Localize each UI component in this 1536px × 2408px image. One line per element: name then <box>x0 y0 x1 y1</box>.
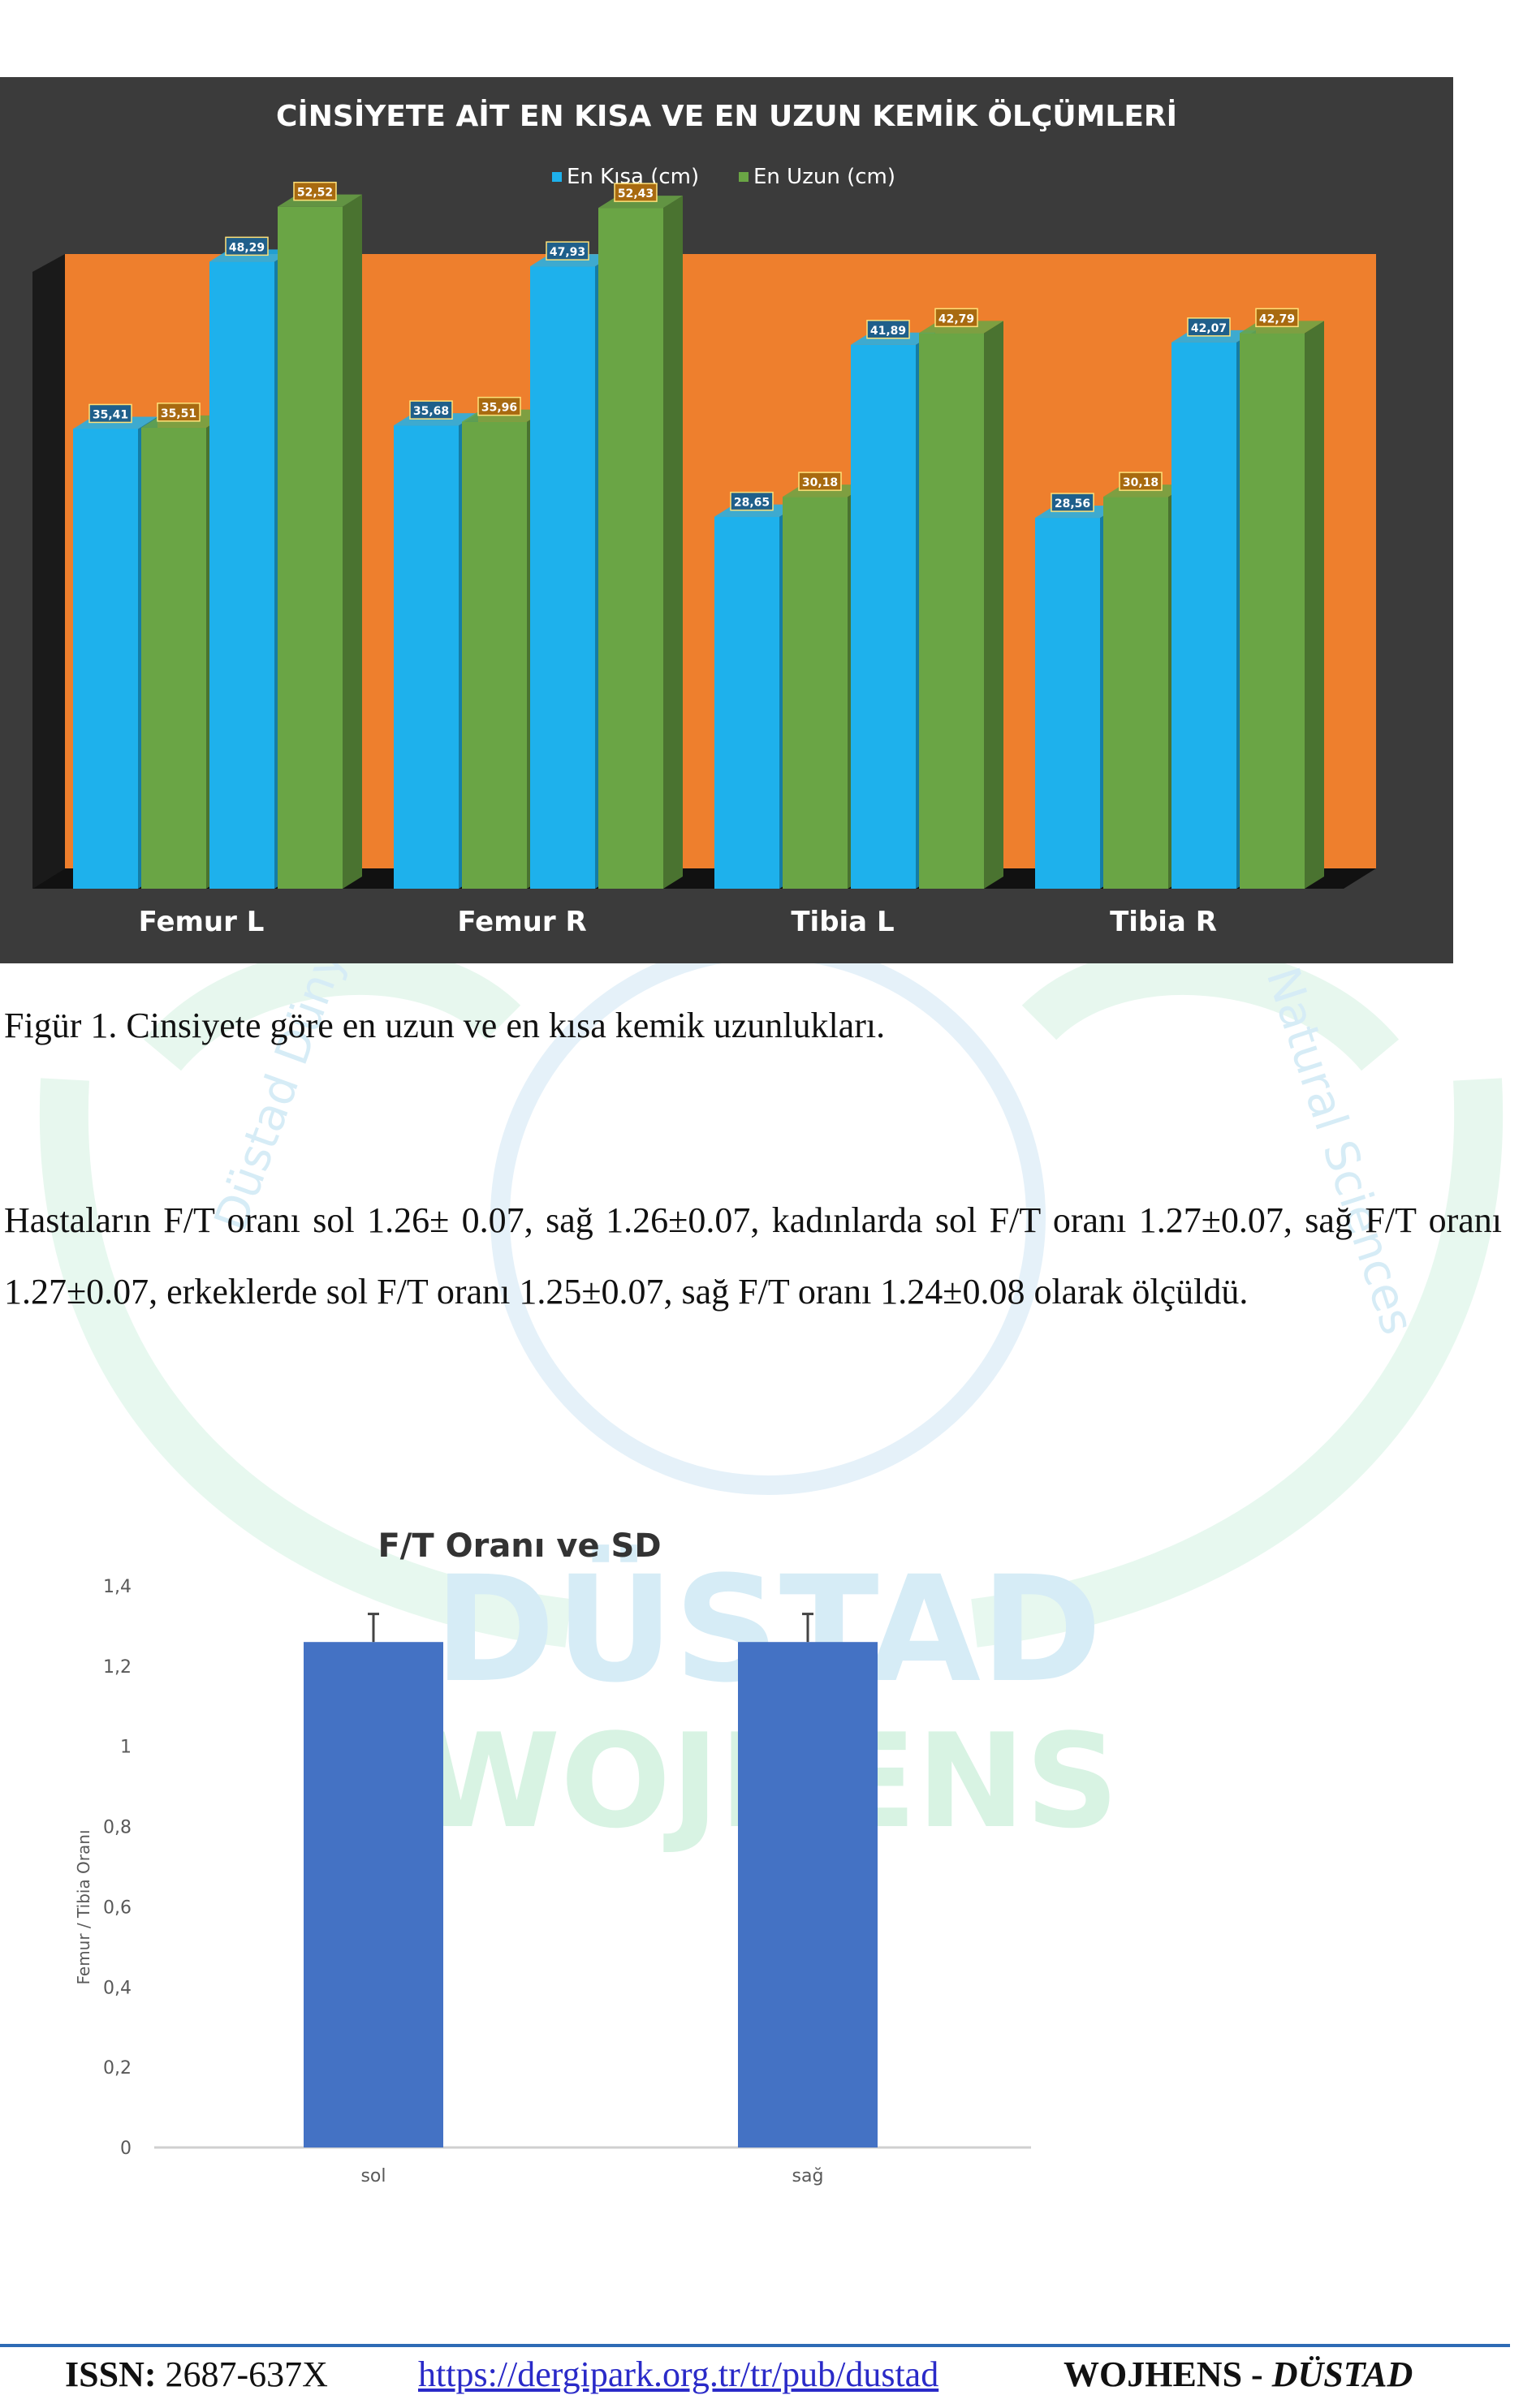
results-paragraph: Hastaların F/T oranı sol 1.26± 0.07, sağ… <box>4 1200 1502 1312</box>
issn-label: ISSN: <box>65 2354 157 2394</box>
bar-front <box>394 425 459 889</box>
bar-side <box>343 194 362 889</box>
bar-front <box>851 344 916 889</box>
data-label-box <box>409 400 453 420</box>
y-tick-label: 0 <box>120 2139 132 2159</box>
data-label: 52,43 <box>618 187 654 200</box>
bar-front <box>1103 497 1168 889</box>
bar-front <box>209 261 274 889</box>
data-label-box <box>157 403 201 422</box>
bar-front <box>462 421 527 889</box>
footer-journal-name: WOJHENS - DÜSTAD <box>1064 2354 1413 2395</box>
bone-measurement-chart: CİNSİYETE AİT EN KISA VE EN UZUN KEMİK Ö… <box>0 77 1453 963</box>
data-label-box <box>477 396 521 416</box>
data-label: 28,56 <box>1055 498 1090 510</box>
chart1-side-wall <box>32 254 65 889</box>
chart1-bars: 35,41 35,51 48,29 52,52 35,68 35,96 47,93 52,43… <box>73 181 1324 890</box>
data-label: 35,96 <box>481 402 517 415</box>
data-label-box <box>934 308 978 328</box>
data-label-box <box>614 183 658 202</box>
footer-journal-link[interactable]: https://dergipark.org.tr/tr/pub/dustad <box>418 2354 939 2394</box>
figure-caption: Figür 1. Cinsiyete göre en uzun ve en kı… <box>4 1006 886 1045</box>
data-label-box <box>1187 317 1231 337</box>
bar-front <box>1171 342 1236 889</box>
y-tick-label: 0,4 <box>103 1978 132 1998</box>
data-label: 28,65 <box>734 497 770 510</box>
x-label-sol: sol <box>360 2166 386 2186</box>
chart1-title: CİNSİYETE AİT EN KISA VE EN UZUN KEMİK Ö… <box>276 99 1177 133</box>
footer-issn: ISSN: 2687-637X <box>65 2354 328 2395</box>
bar-side <box>663 196 683 889</box>
data-label: 47,93 <box>550 246 585 259</box>
data-label-box <box>798 472 842 491</box>
y-tick-label: 1,2 <box>103 1657 132 1678</box>
chart2-title: F/T Oranı ve SD <box>378 1527 661 1565</box>
bar-front <box>530 266 595 889</box>
x-label-tibia-r: Tibia R <box>1110 906 1217 938</box>
bar-sol <box>304 1642 443 2147</box>
bar-front <box>1035 518 1100 889</box>
data-label: 35,51 <box>161 407 196 420</box>
bar-front <box>278 206 343 889</box>
bar-tibia-r-3: 42,79 <box>1240 308 1324 889</box>
x-label-tibia-l: Tibia L <box>791 906 894 938</box>
bar-sağ <box>738 1642 878 2147</box>
footer-divider <box>0 2344 1510 2347</box>
data-label-box <box>1119 472 1163 491</box>
x-label-femur-r: Femur R <box>457 906 586 938</box>
bar-tibia-l-3: 42,79 <box>919 308 1003 889</box>
data-label-box <box>293 181 337 201</box>
data-label: 41,89 <box>870 325 906 338</box>
data-label: 35,41 <box>93 408 128 421</box>
data-label: 35,68 <box>413 405 449 418</box>
chart1-x-labels: Femur L Femur R Tibia L Tibia R <box>139 906 1217 938</box>
data-label-box <box>88 403 132 424</box>
ft-ratio-chart: F/T Oranı ve SD Femur / Tibia Oranı 0 0,2… <box>74 1527 1031 2186</box>
y-tick-label: 0,2 <box>103 2058 132 2078</box>
page-footer: ISSN: 2687-637X https://dergipark.org.tr… <box>65 2354 1518 2402</box>
y-tick-label: 0,6 <box>103 1898 132 1918</box>
bar-front <box>919 333 984 889</box>
data-label: 52,52 <box>297 187 333 200</box>
bar-femur-l-3: 52,52 <box>278 181 362 889</box>
data-label-box <box>546 241 589 261</box>
bar-side <box>1305 321 1324 889</box>
bar-front <box>598 208 663 889</box>
data-label: 42,79 <box>1259 312 1295 325</box>
data-label: 30,18 <box>1123 476 1158 489</box>
watermark-hands-icon <box>39 946 1504 1648</box>
bar-side <box>984 321 1003 889</box>
legend-label-long: En Uzun (cm) <box>753 165 895 189</box>
data-label: 42,07 <box>1191 322 1227 335</box>
x-label-sağ: sağ <box>792 2166 824 2186</box>
bar-front <box>714 516 779 889</box>
y-tick-label: 1,4 <box>103 1577 132 1597</box>
chart2-y-axis-label: Femur / Tibia Oranı <box>74 1829 93 1984</box>
data-label: 42,79 <box>938 312 974 325</box>
x-label-femur-l: Femur L <box>139 906 265 938</box>
bar-femur-r-3: 52,43 <box>598 183 683 889</box>
data-label-box <box>225 236 269 256</box>
bar-front <box>73 429 138 889</box>
chart2-y-ticks: 0 0,2 0,4 0,6 0,8 1 1,2 1,4 <box>103 1577 132 2159</box>
legend-swatch-long <box>739 172 749 182</box>
bar-front <box>783 497 848 889</box>
data-label-box <box>1051 493 1094 512</box>
y-tick-label: 0,8 <box>103 1818 132 1838</box>
y-tick-label: 1 <box>120 1738 132 1758</box>
data-label-box <box>730 491 774 511</box>
journal-name-emphasis: DÜSTAD <box>1271 2354 1413 2394</box>
data-label-box <box>866 320 910 339</box>
issn-value: 2687-637X <box>165 2354 328 2394</box>
journal-name-prefix: WOJHENS - <box>1064 2354 1272 2394</box>
bar-front <box>141 427 206 889</box>
bar-front <box>1240 333 1305 889</box>
data-label: 48,29 <box>229 241 265 254</box>
legend-swatch-short <box>552 172 562 182</box>
data-label: 30,18 <box>802 476 838 489</box>
data-label-box <box>1255 308 1299 328</box>
chart2-bars: sol sağ <box>304 1613 878 2186</box>
